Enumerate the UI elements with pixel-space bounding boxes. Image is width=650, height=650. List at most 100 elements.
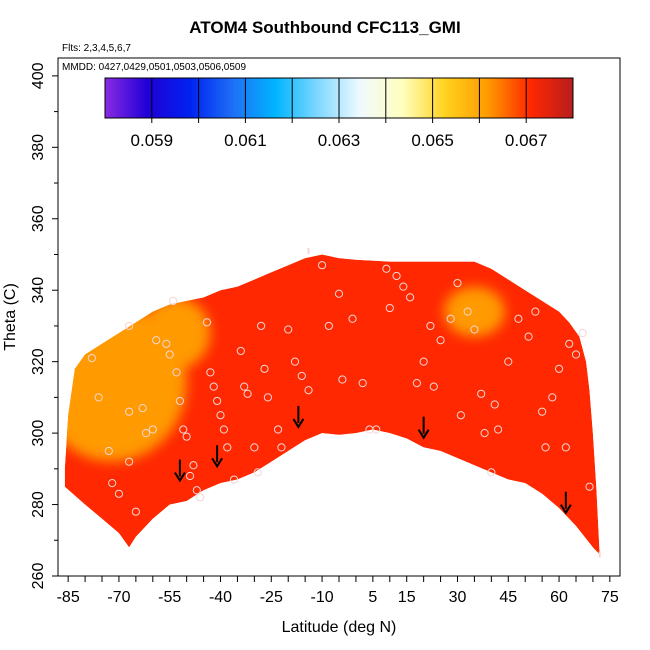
sample-point (480, 429, 489, 438)
sample-point (179, 425, 188, 434)
x-tick-label: 15 (398, 589, 416, 606)
sample-point (554, 364, 564, 373)
sample-point (385, 303, 394, 313)
sample-point (124, 321, 134, 331)
y-tick-label: 360 (30, 205, 47, 232)
sample-point (169, 296, 178, 306)
sample-point (524, 332, 533, 341)
sample-point (240, 382, 249, 391)
x-axis-label: Latitude (deg N) (282, 619, 397, 636)
x-tick-label: 75 (601, 589, 619, 606)
sample-point (108, 479, 117, 488)
sample-point (348, 314, 357, 323)
y-tick-label: 400 (30, 62, 47, 89)
sample-point (372, 425, 381, 434)
sample-point (124, 407, 134, 416)
x-tick-label: -25 (260, 589, 283, 606)
sample-point (399, 282, 408, 291)
y-axis: 260 280 300 320 340 360 380 400 (30, 62, 58, 589)
sample-point (202, 318, 212, 327)
field-anomaly (443, 286, 505, 337)
dates-label: MMDD: 0427,0429,0501,0503,0506,0509 (62, 62, 247, 73)
sample-point (436, 336, 445, 345)
sample-point (548, 393, 557, 402)
sample-point (229, 475, 239, 484)
colorbar-tick-label: 0.061 (224, 131, 267, 150)
sample-point (446, 314, 455, 323)
sample-point (175, 396, 184, 406)
sample-point (456, 411, 465, 420)
arrow-head (174, 472, 186, 483)
flights-label: Flts: 2,3,4,5,6,7 (62, 43, 131, 54)
colorbar-tick-label: 0.059 (131, 131, 174, 150)
sample-point (257, 321, 266, 331)
x-tick-label: 60 (550, 589, 568, 606)
sample-point (453, 278, 462, 288)
sample-point (565, 339, 574, 348)
x-tick-label: 5 (368, 589, 377, 606)
y-tick-label: 300 (30, 420, 47, 447)
sample-point (538, 407, 547, 416)
sample-point (243, 389, 252, 398)
sample-point (260, 364, 269, 373)
x-tick-label: -55 (158, 589, 181, 606)
sample-point (571, 350, 581, 359)
sample-point (426, 321, 435, 331)
x-tick-label: -70 (107, 589, 130, 606)
sample-point (192, 486, 201, 495)
sample-point (561, 443, 570, 452)
sample-point (463, 307, 472, 316)
sample-point (297, 371, 306, 381)
sample-point (382, 264, 391, 273)
sample-point (324, 321, 333, 331)
colorbar-tick-label: 0.063 (318, 131, 361, 150)
sample-point (165, 350, 174, 359)
sample-point (578, 328, 587, 338)
sample-point (273, 425, 283, 434)
y-axis-label: Theta (C) (2, 283, 19, 351)
sample-point (514, 314, 523, 323)
arrow-markers (174, 405, 572, 515)
sample-point (358, 378, 367, 388)
arrow-head (211, 457, 223, 469)
sample-point (138, 403, 147, 413)
field-domain (64, 254, 600, 555)
sample-point (152, 336, 161, 345)
arrow-head (417, 429, 430, 440)
sample-point (290, 357, 300, 366)
y-tick-label: 280 (30, 491, 47, 518)
sample-point (223, 443, 232, 452)
sample-point (206, 368, 215, 377)
marker-tick (598, 551, 601, 558)
sample-point (317, 261, 327, 270)
colorbar-tick-label: 0.067 (505, 131, 548, 150)
sample-point (504, 357, 513, 366)
x-tick-label: 30 (449, 589, 467, 606)
sample-point (124, 457, 134, 466)
sample-point (162, 339, 171, 348)
sample-point (487, 468, 496, 477)
sample-point (541, 443, 550, 452)
y-tick-label: 320 (30, 348, 47, 375)
sample-point (216, 411, 225, 420)
sample-point (104, 446, 113, 456)
x-tick-label: -10 (311, 589, 334, 606)
sample-point (477, 389, 486, 398)
sample-point (141, 429, 151, 438)
sample-point (87, 353, 96, 363)
sample-point (277, 443, 286, 452)
x-tick-label: -40 (209, 589, 232, 606)
field-layer (64, 254, 600, 555)
x-tick-label: -85 (57, 589, 80, 606)
sample-point (209, 382, 218, 391)
sample-point (213, 396, 222, 406)
field-anomaly (142, 297, 211, 369)
sample-point (172, 368, 181, 377)
arrow-head (559, 504, 572, 515)
sample-point (182, 432, 191, 441)
sample-point (405, 293, 415, 302)
sample-points (87, 247, 601, 558)
y-tick-label: 260 (30, 563, 47, 590)
colorbar: 0.059 0.061 0.063 0.065 0.067 (104, 77, 574, 150)
